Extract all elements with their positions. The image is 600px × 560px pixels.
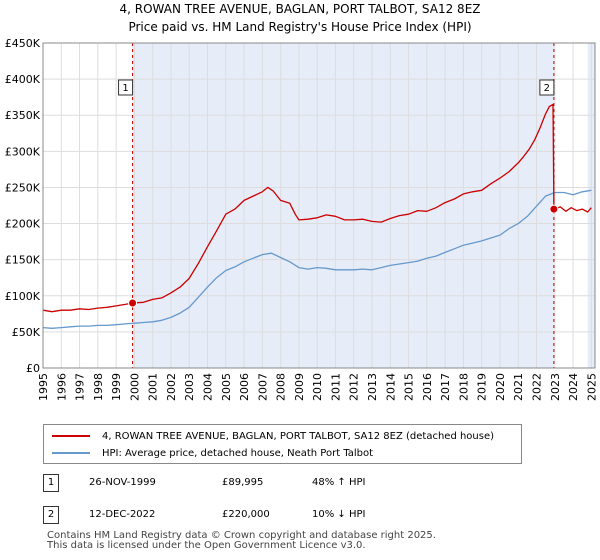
y-tick-label: £200K	[5, 218, 41, 231]
x-tick-label: 2003	[183, 373, 196, 401]
chart-subtitle: Price paid vs. HM Land Registry's House …	[128, 20, 472, 34]
chart-title-address: 4, ROWAN TREE AVENUE, BAGLAN, PORT TALBO…	[119, 2, 481, 16]
transaction-number-badge: 1	[43, 474, 59, 492]
transaction-hpi-diff: 10% ↓ HPI	[312, 509, 366, 520]
x-tick-label: 2025	[585, 373, 598, 401]
transaction-number-badge: 2	[43, 506, 59, 524]
x-tick-label: 2017	[439, 373, 452, 401]
y-tick-label: £150K	[5, 254, 41, 267]
plot-frame	[42, 42, 596, 369]
legend-swatch-property	[52, 435, 90, 437]
x-tick-label: 2008	[275, 373, 288, 401]
legend: 4, ROWAN TREE AVENUE, BAGLAN, PORT TALBO…	[43, 424, 522, 464]
transaction-date: 12-DEC-2022	[89, 509, 156, 520]
x-tick-label: 2023	[549, 373, 562, 401]
legend-swatch-hpi	[52, 452, 90, 454]
axes: £0 £50K £100K £150K £200K £250K £300K £350K £400…	[5, 37, 599, 401]
x-tick-label: 2024	[567, 373, 580, 401]
shaded-ownership-regions	[132, 43, 595, 368]
x-tick-label: 2011	[329, 373, 342, 401]
x-tick-label: 2021	[512, 373, 525, 401]
y-tick-label: £0	[26, 362, 40, 375]
grid-lines	[42, 42, 595, 369]
x-tick-label: 1995	[37, 373, 50, 401]
x-tick-label: 2016	[421, 373, 434, 401]
x-tick-label: 1999	[110, 373, 123, 401]
y-tick-label: £250K	[5, 181, 41, 194]
y-tick-label: £50K	[12, 326, 41, 339]
transaction-hpi-diff: 48% ↑ HPI	[312, 477, 366, 488]
x-tick-label: 2005	[220, 373, 233, 401]
x-tick-label: 2014	[384, 373, 397, 401]
transaction-number-label: 1	[122, 83, 128, 94]
legend-label-hpi: HPI: Average price, detached house, Neat…	[102, 447, 374, 459]
x-tick-label: 2019	[476, 373, 489, 401]
x-tick-label: 1998	[92, 373, 105, 401]
x-tick-label: 2004	[202, 373, 215, 401]
x-tick-label: 2006	[238, 373, 251, 401]
x-tick-label: 1996	[55, 373, 68, 401]
footer-copyright: Contains HM Land Registry data © Crown c…	[47, 530, 436, 541]
footer: Contains HM Land Registry data © Crown c…	[47, 531, 436, 551]
y-tick-label: £450K	[5, 37, 41, 50]
x-tick-label: 2013	[366, 373, 379, 401]
y-tick-label: £350K	[5, 109, 41, 122]
transaction-point	[549, 204, 559, 214]
transaction-date: 26-NOV-1999	[89, 477, 156, 488]
transaction-number-label: 2	[544, 83, 550, 94]
x-tick-label: 2020	[494, 373, 507, 401]
transaction-number-box	[539, 79, 555, 96]
transaction-number-box	[118, 79, 134, 96]
series-lines	[42, 103, 592, 329]
y-tick-label: £400K	[5, 73, 41, 86]
transaction-price: £220,000	[222, 509, 270, 520]
transaction-row: 2 12-DEC-2022 £220,000 10% ↓ HPI	[43, 506, 563, 524]
x-tick-label: 2009	[293, 373, 306, 401]
y-tick-label: £300K	[5, 145, 41, 158]
legend-item-hpi: HPI: Average price, detached house, Neat…	[52, 445, 373, 461]
x-tick-label: 2015	[403, 373, 416, 401]
x-tick-label: 2010	[311, 373, 324, 401]
legend-item-property: 4, ROWAN TREE AVENUE, BAGLAN, PORT TALBO…	[52, 428, 494, 444]
x-tick-label: 2018	[457, 373, 470, 401]
transaction-point	[128, 298, 138, 308]
x-tick-label: 2001	[147, 373, 160, 401]
y-tick-label: £100K	[5, 290, 41, 303]
transaction-price: £89,995	[222, 477, 264, 488]
transaction-row: 1 26-NOV-1999 £89,995 48% ↑ HPI	[43, 474, 563, 492]
series-line	[42, 189, 592, 329]
x-tick-label: 2002	[165, 373, 178, 401]
x-tick-label: 2007	[256, 373, 269, 401]
legend-label-property: 4, ROWAN TREE AVENUE, BAGLAN, PORT TALBO…	[102, 430, 495, 442]
shaded-range	[132, 43, 554, 368]
x-tick-label: 2012	[348, 373, 361, 401]
transaction-points	[128, 204, 559, 308]
x-tick-label: 2022	[531, 373, 544, 401]
x-tick-label: 2000	[128, 373, 141, 401]
series-line	[42, 103, 592, 313]
footer-licence: This data is licensed under the Open Gov…	[47, 540, 366, 551]
x-tick-label: 1997	[74, 373, 87, 401]
